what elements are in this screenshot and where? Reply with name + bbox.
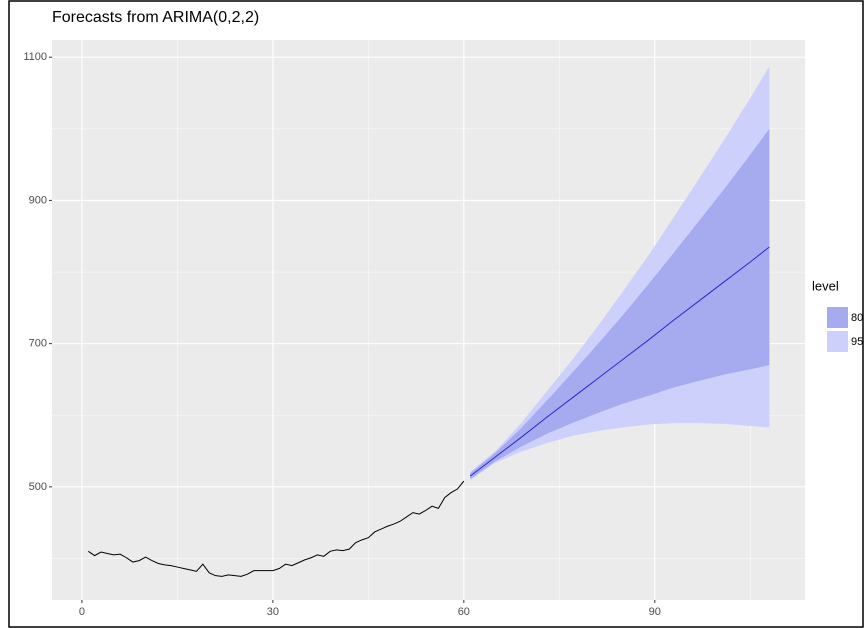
y-tick-label: 1100: [23, 51, 47, 63]
y-tick-label: 700: [29, 338, 47, 350]
x-tick-label: 90: [649, 606, 661, 618]
line: [469, 246, 770, 477]
legend-label: 95: [851, 336, 863, 348]
y-tick-label: 900: [29, 194, 47, 206]
x-tick-label: 60: [458, 606, 470, 618]
legend-key: [827, 331, 848, 352]
legend-label: 80: [851, 312, 863, 324]
x-tick-label: 0: [79, 606, 85, 618]
line: [88, 480, 465, 577]
y-tick-label: 500: [29, 481, 47, 493]
chart-title: Forecasts from ARIMA(0,2,2): [52, 9, 259, 26]
legend-title: level: [812, 278, 839, 293]
interval-band: [470, 128, 770, 479]
x-tick-label: 30: [267, 606, 279, 618]
legend-key: [827, 307, 848, 328]
